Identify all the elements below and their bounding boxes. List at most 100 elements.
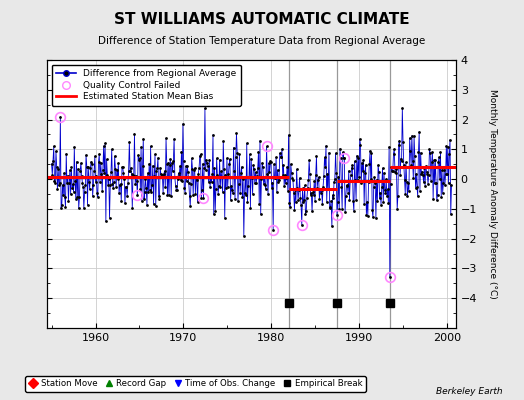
- Point: [175, 172, 183, 179]
- Point: [282, 175, 291, 181]
- Point: [272, 189, 281, 195]
- Point: [347, 172, 355, 178]
- Point: [397, 158, 406, 164]
- Point: [87, 158, 95, 165]
- Point: [350, 208, 358, 214]
- Point: [164, 160, 172, 166]
- Point: [316, 190, 325, 196]
- Point: [168, 168, 177, 174]
- Point: [167, 193, 176, 200]
- Point: [393, 205, 401, 212]
- Point: [158, 172, 167, 178]
- Point: [384, 200, 392, 206]
- Point: [252, 179, 260, 186]
- Point: [274, 167, 282, 173]
- Point: [177, 148, 185, 155]
- Point: [223, 184, 232, 190]
- Point: [212, 186, 220, 192]
- Point: [325, 149, 333, 156]
- Point: [399, 139, 407, 146]
- Point: [134, 152, 143, 158]
- Point: [76, 168, 84, 174]
- Point: [71, 178, 79, 184]
- Point: [389, 150, 398, 157]
- Point: [63, 172, 72, 179]
- Point: [241, 190, 249, 196]
- Point: [208, 179, 216, 186]
- Point: [181, 190, 189, 196]
- Point: [58, 202, 66, 208]
- Point: [48, 172, 57, 178]
- Point: [385, 144, 394, 150]
- Point: [300, 197, 308, 204]
- Point: [386, 181, 395, 187]
- Point: [434, 159, 442, 165]
- Point: [122, 184, 130, 190]
- Point: [203, 159, 211, 166]
- Point: [195, 165, 203, 171]
- Point: [50, 143, 58, 150]
- Point: [102, 156, 111, 163]
- Point: [193, 177, 201, 183]
- Point: [154, 155, 162, 161]
- Point: [238, 194, 246, 200]
- Point: [375, 195, 384, 202]
- Point: [292, 199, 300, 206]
- Point: [160, 171, 168, 178]
- Point: [49, 158, 57, 164]
- Point: [341, 209, 350, 216]
- Point: [364, 212, 372, 219]
- Point: [149, 162, 157, 169]
- Point: [312, 153, 321, 159]
- Point: [146, 187, 154, 193]
- Point: [313, 184, 321, 191]
- Point: [318, 201, 326, 207]
- Point: [187, 181, 195, 188]
- Point: [124, 180, 132, 187]
- Point: [140, 188, 149, 195]
- Point: [198, 186, 206, 193]
- Point: [47, 160, 56, 167]
- Point: [153, 165, 161, 171]
- Point: [118, 164, 127, 171]
- Point: [379, 199, 387, 206]
- Point: [68, 184, 77, 191]
- Point: [348, 162, 357, 169]
- Point: [91, 178, 100, 185]
- Point: [61, 204, 70, 210]
- Point: [189, 192, 198, 198]
- Point: [430, 157, 438, 164]
- Point: [315, 196, 324, 202]
- Point: [235, 151, 244, 158]
- Point: [428, 159, 436, 166]
- Point: [97, 171, 106, 177]
- Point: [77, 160, 85, 166]
- Point: [336, 145, 344, 152]
- Point: [56, 180, 64, 186]
- Point: [310, 178, 319, 184]
- Point: [266, 158, 275, 164]
- Point: [165, 192, 173, 198]
- Point: [118, 164, 126, 170]
- Point: [179, 158, 188, 164]
- Point: [57, 204, 66, 211]
- Point: [271, 174, 280, 181]
- Point: [242, 192, 250, 198]
- Point: [119, 170, 128, 176]
- Point: [102, 218, 110, 224]
- Point: [70, 144, 79, 150]
- Point: [294, 196, 302, 203]
- Point: [205, 157, 213, 163]
- Point: [206, 184, 214, 190]
- Point: [289, 177, 297, 184]
- Point: [120, 176, 128, 182]
- Point: [413, 184, 421, 190]
- Point: [447, 182, 456, 188]
- Point: [338, 206, 346, 212]
- Point: [219, 138, 227, 144]
- Point: [425, 146, 434, 152]
- Point: [182, 178, 191, 185]
- Point: [431, 157, 440, 163]
- Point: [272, 154, 280, 161]
- Point: [261, 181, 269, 188]
